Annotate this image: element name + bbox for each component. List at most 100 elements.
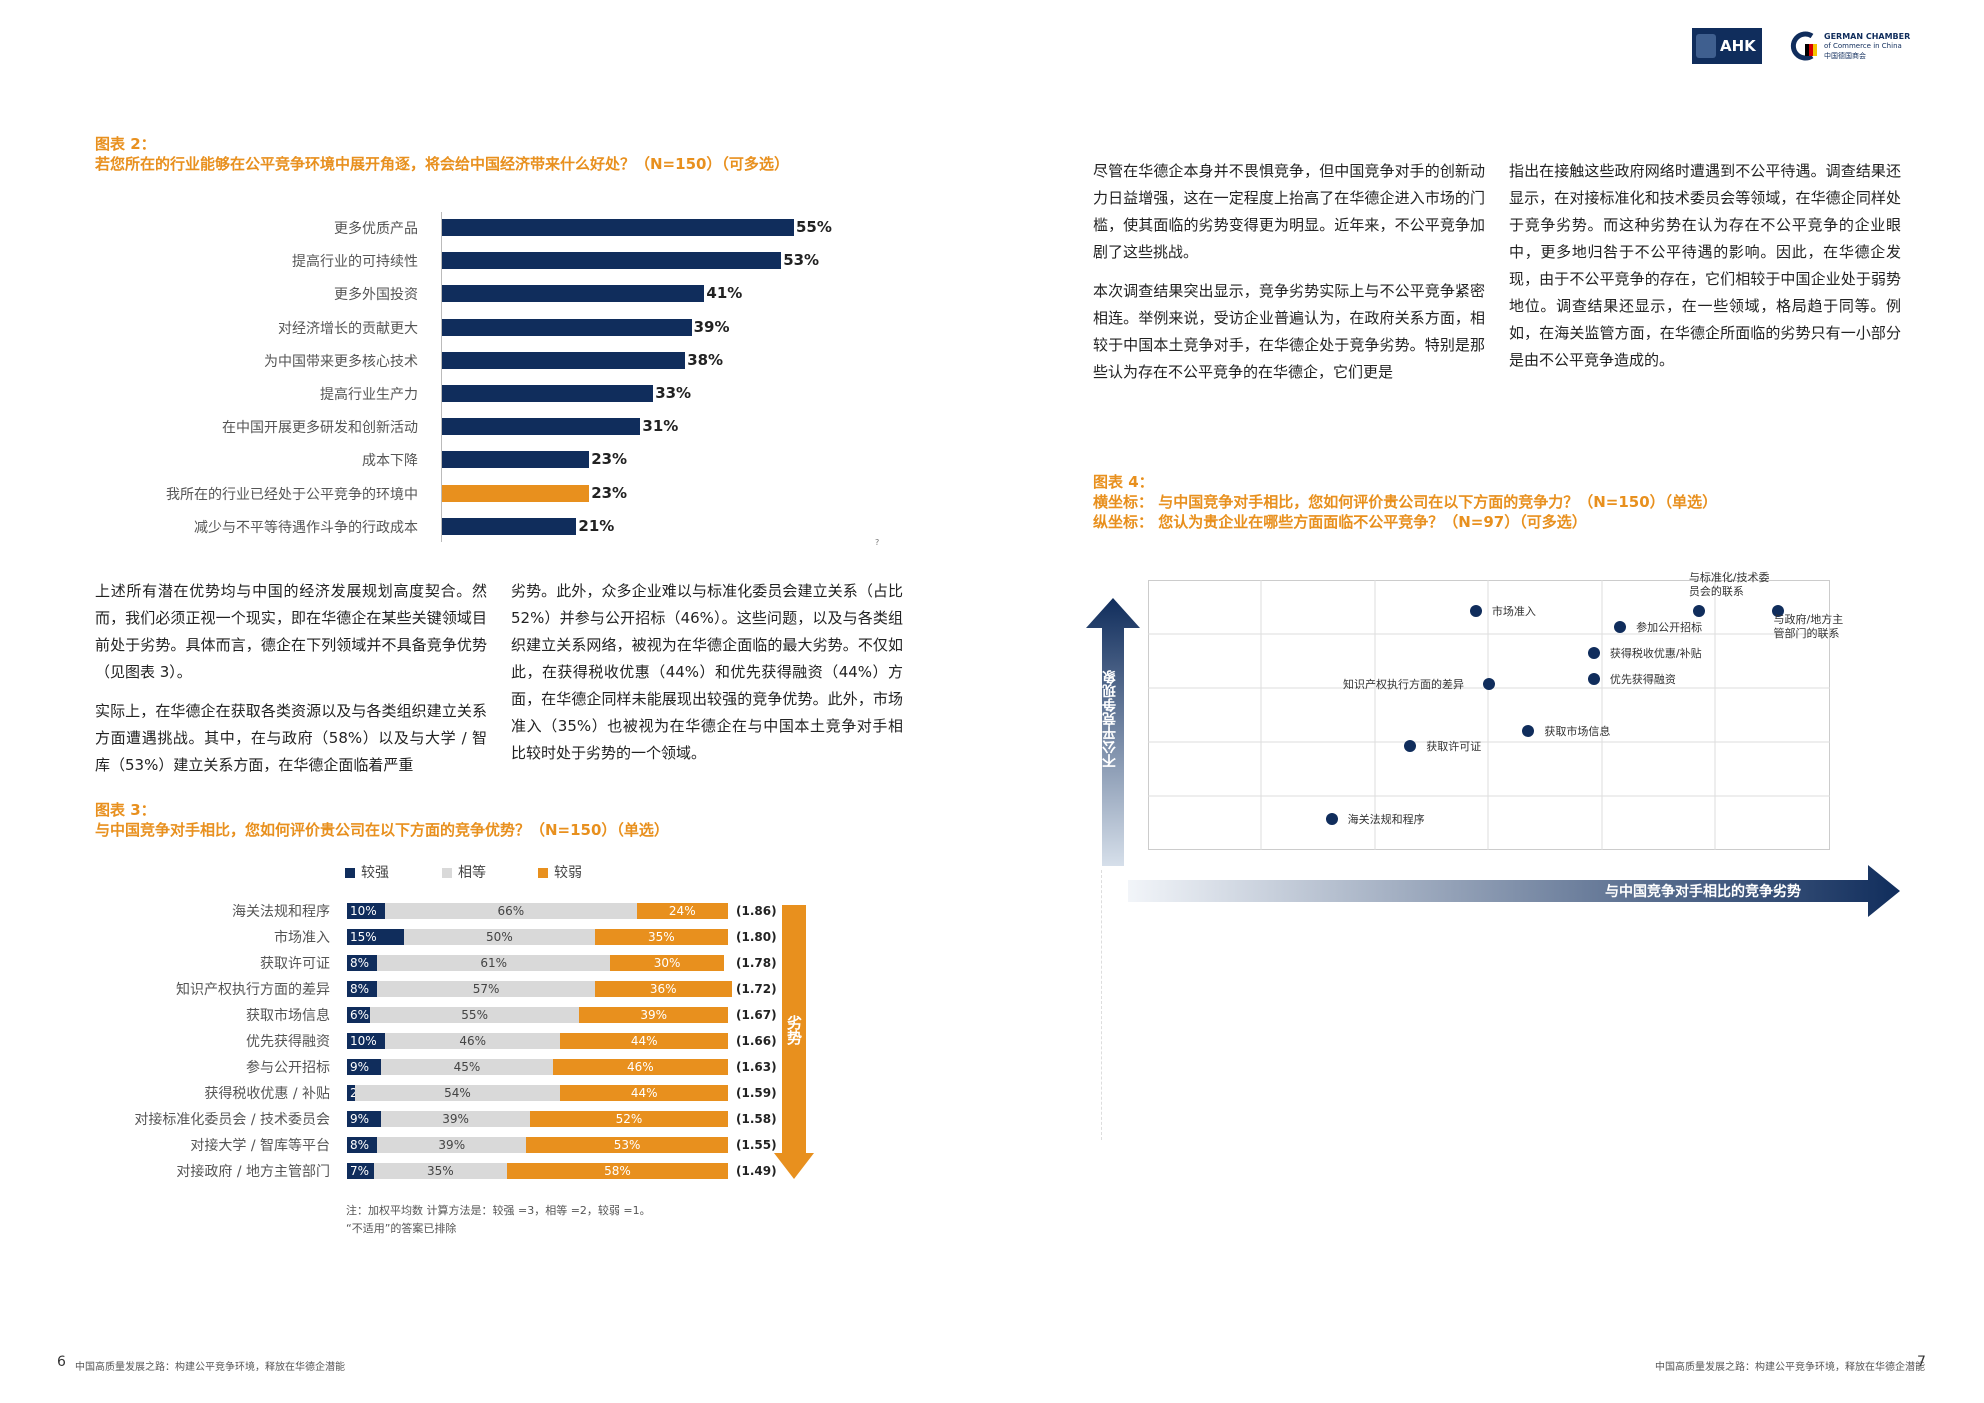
x-axis-arrow-icon <box>1128 865 1900 917</box>
chart4-point-label: 与政府/地方主管部门的联系 <box>1773 613 1844 641</box>
chart3-category-label: 市场准入 <box>274 930 330 946</box>
chart4-point-label: 获得税收优惠/补贴 <box>1609 646 1702 660</box>
chart2-axis-line <box>441 212 442 542</box>
gcc-logo-text-3: 中国德国商会 <box>1824 52 1866 60</box>
chart2-value-label: 53% <box>783 251 820 270</box>
right-col2-para1: 指出在接触这些政府网络时遭遇到不公平待遇。调查结果还显示，在对接标准化和技术委员… <box>1509 162 1901 369</box>
chart2-category-label: 对经济增长的贡献更大 <box>278 320 418 337</box>
chart4-point-label: 海关法规和程序 <box>1347 812 1425 826</box>
chart2-category-label: 在中国开展更多研发和创新活动 <box>222 420 418 437</box>
chart2-bar <box>442 219 794 236</box>
chart2-category-label: 更多优质产品 <box>334 221 418 237</box>
chart3-average-label: (1.63) <box>736 1060 777 1074</box>
ahk-logo: AHK <box>1692 28 1762 64</box>
chart2-value-label: 21% <box>578 516 615 535</box>
chart3-average-label: (1.66) <box>736 1034 777 1048</box>
chart4-point <box>1404 740 1417 753</box>
left-col1-para1: 上述所有潜在优势均与中国的经济发展规划高度契合。然而，我们必须正视一个现实，即在… <box>95 582 487 681</box>
chart3-note-1: 注：加权平均数 计算方法是：较强 =3，相等 =2，较弱 =1。 <box>346 1204 651 1217</box>
chart4-point-label: 参加公开招标 <box>1636 620 1703 634</box>
chart4-point <box>1469 605 1482 618</box>
chart3-segment: 24% <box>636 903 728 919</box>
chart2-value-label: 23% <box>591 450 628 469</box>
chart3-segment: 30% <box>609 955 725 971</box>
chart4-point-label: 优先获得融资 <box>1609 672 1676 686</box>
chart2-category-label: 为中国带来更多核心技术 <box>264 353 418 370</box>
chart3-segment: 8% <box>347 955 378 971</box>
chart4-point-label: 获取许可证 <box>1426 740 1482 754</box>
chart3-category-label: 知识产权执行方面的差异 <box>176 982 330 998</box>
chart4-ylabel-text: 不公平竞争现象 <box>1102 670 1118 768</box>
right-col1-para1: 尽管在华德企本身并不畏惧竞争，但中国竞争对手的创新动力日益增强，这在一定程度上抬… <box>1093 162 1485 261</box>
footer-left-page: 6 <box>57 1354 66 1370</box>
chart2-bar <box>442 351 686 369</box>
chart3-segment: 45% <box>381 1059 553 1075</box>
footer-left-text: 中国高质量发展之路：构建公平竞争环境，释放在华德企潜能 <box>75 1362 345 1373</box>
chart3-average-label: (1.55) <box>736 1138 777 1152</box>
chart4-point <box>1325 812 1338 825</box>
chart3-average-label: (1.67) <box>736 1008 777 1022</box>
chart3-segment: 54% <box>354 1085 561 1101</box>
footer-right-text: 中国高质量发展之路：构建公平竞争环境，释放在华德企潜能 <box>1655 1362 1925 1373</box>
chart2-category-label: 我所在的行业已经处于公平竞争的环境中 <box>166 486 418 503</box>
legend-strong: 较强 <box>345 862 389 882</box>
disadvantage-label-text: 劣势 <box>785 1015 803 1045</box>
chart3-average-label: (1.86) <box>736 904 777 918</box>
stray-mark: ? <box>875 538 880 547</box>
chart3-segment: 8% <box>347 1137 378 1153</box>
chart3-title: 与中国竞争对手相比，您如何评价贵公司在以下方面的竞争优势？（N=150）（单选） <box>95 821 669 839</box>
chart3-segment: 58% <box>507 1163 728 1179</box>
chart2-label: 图表 2： <box>95 135 156 153</box>
chart2-title: 若您所在的行业能够在公平竞争环境中展开角逐，将会给中国经济带来什么好处？（N=1… <box>95 155 789 173</box>
chart3-segment: 15% <box>347 929 405 945</box>
right-col1-para2: 本次调查结果突出显示，竞争劣势实际上与不公平竞争紧密相连。举例来说，受访企业普遍… <box>1093 282 1485 381</box>
chart2-bar <box>442 285 705 303</box>
chart4-point <box>1587 646 1600 659</box>
chart3-segment: 66% <box>385 903 637 919</box>
chart3-label: 图表 3： <box>95 801 156 819</box>
chart3-average-label: (1.80) <box>736 930 777 944</box>
chart4-point <box>1692 605 1705 618</box>
chart2-value-label: 31% <box>642 417 679 436</box>
chart4-point <box>1522 724 1535 737</box>
chart2-category-label: 更多外国投资 <box>334 287 418 304</box>
chart3-segment: 36% <box>594 981 732 997</box>
chart2-value-label: 41% <box>706 284 743 303</box>
gcc-g-icon <box>1790 31 1817 61</box>
ahk-logo-text: AHK <box>1720 37 1756 55</box>
chart3-segment: 10% <box>347 903 386 919</box>
chart4-label: 图表 4： <box>1093 473 1154 491</box>
chart3-segment: 39% <box>381 1111 530 1127</box>
chart3-segment: 55% <box>369 1007 580 1023</box>
chart4-vline <box>1101 870 1102 1140</box>
chart3-average-label: (1.72) <box>736 982 777 996</box>
chart3-segment: 46% <box>385 1033 561 1049</box>
right-text-col1: 尽管在华德企本身并不畏惧竞争，但中国竞争对手的创新动力日益增强，这在一定程度上抬… <box>1093 158 1485 398</box>
chart3-segment: 6% <box>347 1007 370 1023</box>
chart3-segment: 46% <box>552 1059 728 1075</box>
chart3-category-label: 对接标准化委员会 / 技术委员会 <box>134 1112 330 1128</box>
chart2-category-label: 减少与不平等待遇作斗争的行政成本 <box>194 519 418 536</box>
chart2-category-label: 提高行业的可持续性 <box>292 254 418 271</box>
chart4-point <box>1771 605 1784 618</box>
legend-equal: 相等 <box>442 862 486 882</box>
legend-weak-label: 较弱 <box>554 865 582 881</box>
chart3-category-label: 对接大学 / 智库等平台 <box>190 1138 330 1154</box>
chart3-category-label: 对接政府 / 地方主管部门 <box>176 1164 330 1180</box>
chart2-bar <box>442 451 590 469</box>
chart3-category-label: 获取市场信息 <box>246 1008 330 1024</box>
chart3-average-label: (1.78) <box>736 956 777 970</box>
chart4-point <box>1587 672 1600 685</box>
chart2-value-label: 33% <box>655 384 692 402</box>
chart3-segment: 61% <box>377 955 610 971</box>
ahk-eagle-icon <box>1696 34 1716 58</box>
chart3-segment: 9% <box>347 1111 382 1127</box>
chart3-category-label: 参与公开招标 <box>246 1060 330 1076</box>
left-text-col1: 上述所有潜在优势均与中国的经济发展规划高度契合。然而，我们必须正视一个现实，即在… <box>95 578 487 791</box>
chart4-point-label: 知识产权执行方面的差异 <box>1343 677 1464 691</box>
chart4-point-label: 与标准化/技术委员会的联系 <box>1688 571 1770 599</box>
legend-strong-label: 较强 <box>361 865 389 881</box>
chart4-grid <box>1148 580 1830 850</box>
left-col2-para1: 劣势。此外，众多企业难以与标准化委员会建立关系（占比 52%）并参与公开招标（4… <box>511 582 903 762</box>
left-col1-para2: 实际上，在华德企在获取各类资源以及与各类组织建立关系方面遭遇挑战。其中，在与政府… <box>95 702 487 774</box>
